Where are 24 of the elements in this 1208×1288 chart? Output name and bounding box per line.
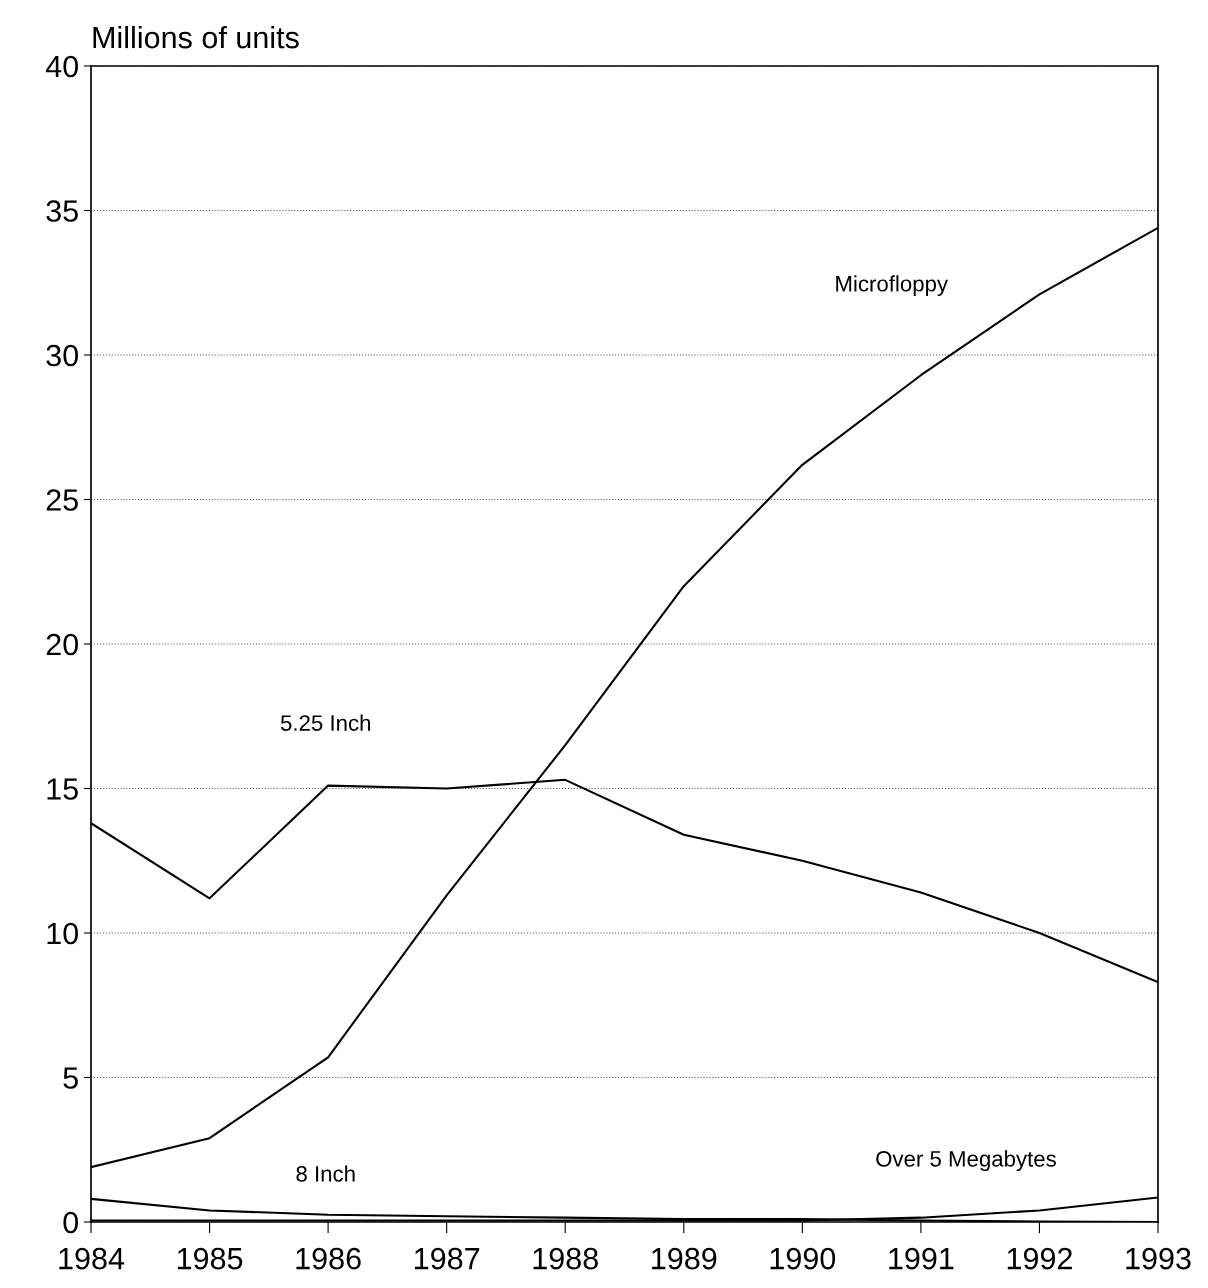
y-tick-label: 5 — [63, 1067, 78, 1089]
x-tick-label: 1985 — [177, 1247, 243, 1270]
series-label: 8 Inch — [296, 1165, 355, 1182]
text: Microfloppy — [836, 275, 949, 296]
y-tick-label: 20 — [46, 633, 78, 656]
x-tick-label: 1986 — [296, 1247, 361, 1270]
y-tick-label: 40 — [45, 55, 78, 78]
x-tick-label: 1990 — [770, 1247, 836, 1270]
x-tick-label: 1989 — [652, 1247, 717, 1270]
x-tick-label: 1984 — [59, 1247, 125, 1270]
y-tick-label: 25 — [46, 489, 78, 511]
y-tick-label: 35 — [46, 200, 78, 222]
x-tick-label: 1993 — [1126, 1247, 1191, 1270]
text: 5.25 Inch — [280, 714, 371, 731]
x-tick-label: 1992 — [1007, 1247, 1072, 1270]
y-tick-label: 15 — [47, 778, 78, 800]
x-tick-label: 1988 — [533, 1247, 598, 1270]
series-label: Over 5 Megabytes — [876, 1150, 1056, 1172]
y-tick-label: 10 — [47, 922, 78, 945]
y-tick-label: 30 — [46, 344, 78, 367]
x-tick-label: 1991 — [889, 1247, 954, 1270]
y-axis-title: Millions of units — [93, 25, 299, 49]
x-tick-label: 1987 — [415, 1247, 480, 1270]
y-tick-label: 0 — [63, 1211, 78, 1234]
